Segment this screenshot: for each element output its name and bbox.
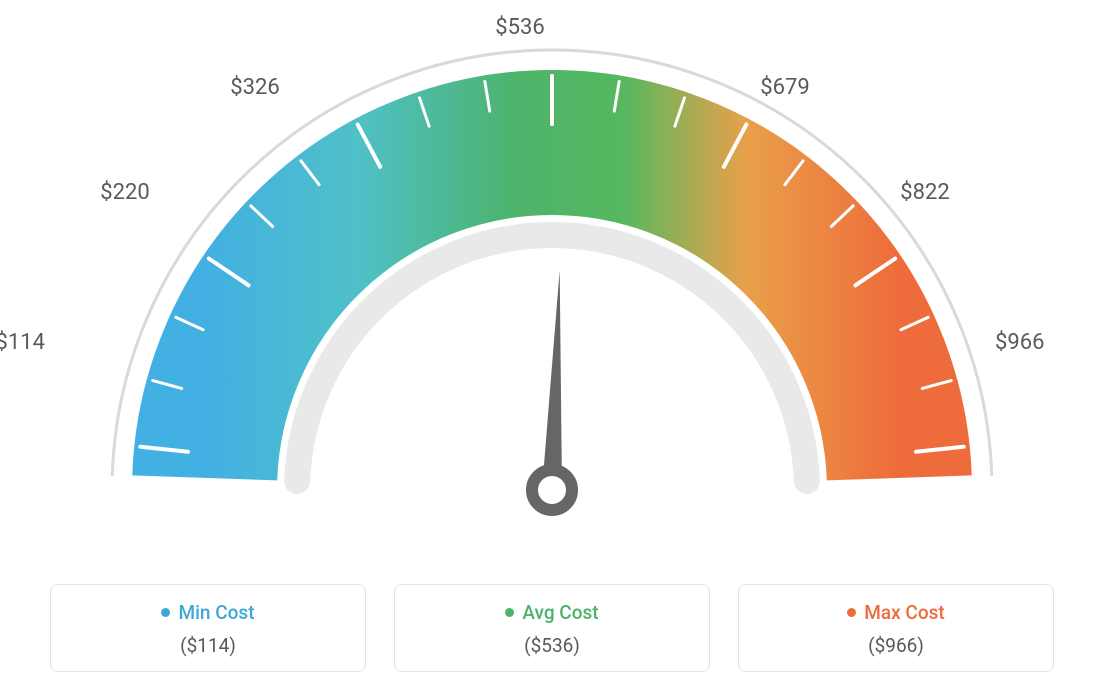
gauge-scale-label: $679 bbox=[760, 75, 809, 100]
gauge-scale-label: $114 bbox=[0, 330, 45, 355]
legend-label-max: Max Cost bbox=[864, 601, 944, 624]
legend-label-avg: Avg Cost bbox=[522, 601, 598, 624]
dot-icon-min bbox=[161, 608, 170, 617]
legend-value-avg: ($536) bbox=[405, 634, 699, 657]
gauge-scale-label: $536 bbox=[495, 15, 544, 40]
legend-value-min: ($114) bbox=[61, 634, 355, 657]
gauge-svg bbox=[0, 0, 1104, 560]
legend-row: Min Cost ($114) Avg Cost ($536) Max Cost… bbox=[50, 584, 1054, 672]
legend-title-max: Max Cost bbox=[847, 601, 944, 624]
gauge-scale-label: $822 bbox=[900, 180, 949, 205]
legend-title-avg: Avg Cost bbox=[505, 601, 598, 624]
gauge-scale-label: $966 bbox=[995, 330, 1044, 355]
legend-card-max: Max Cost ($966) bbox=[738, 584, 1054, 672]
cost-gauge: $114 $220 $326 $536 $679 $822 $966 bbox=[0, 0, 1104, 560]
legend-card-min: Min Cost ($114) bbox=[50, 584, 366, 672]
legend-title-min: Min Cost bbox=[161, 601, 254, 624]
dot-icon-max bbox=[847, 608, 856, 617]
gauge-scale-label: $326 bbox=[230, 75, 279, 100]
legend-card-avg: Avg Cost ($536) bbox=[394, 584, 710, 672]
dot-icon-avg bbox=[505, 608, 514, 617]
gauge-scale-label: $220 bbox=[100, 180, 149, 205]
legend-label-min: Min Cost bbox=[178, 601, 254, 624]
legend-value-max: ($966) bbox=[749, 634, 1043, 657]
